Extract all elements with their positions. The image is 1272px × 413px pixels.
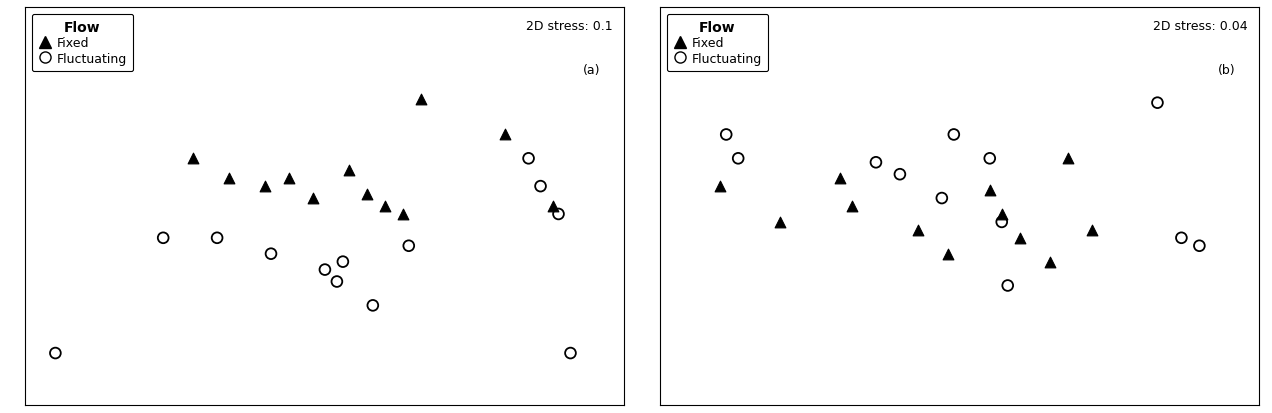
Point — [338, 168, 359, 174]
Point — [303, 195, 323, 202]
Point — [716, 132, 736, 138]
Point — [393, 211, 413, 218]
Text: (b): (b) — [1217, 64, 1235, 77]
Point — [937, 251, 958, 257]
Point — [1147, 100, 1168, 107]
Text: 2D stress: 0.1: 2D stress: 0.1 — [525, 20, 612, 33]
Point — [829, 176, 850, 182]
Point — [375, 203, 396, 210]
Point — [1172, 235, 1192, 242]
Point — [548, 211, 569, 218]
Point — [710, 183, 730, 190]
Point — [889, 171, 909, 178]
Point — [219, 176, 239, 182]
Point — [992, 211, 1013, 218]
Point — [931, 195, 951, 202]
Point — [1010, 235, 1030, 242]
Point — [1081, 227, 1102, 234]
Point — [997, 282, 1018, 289]
Point — [542, 203, 562, 210]
Point — [1057, 156, 1077, 162]
Point — [363, 302, 383, 309]
Point — [254, 183, 275, 190]
Point — [279, 176, 299, 182]
Point — [979, 188, 1000, 194]
Text: 2D stress: 0.04: 2D stress: 0.04 — [1152, 20, 1248, 33]
Point — [153, 235, 173, 242]
Point — [356, 191, 377, 198]
Point — [46, 350, 66, 356]
Point — [314, 267, 335, 273]
Point — [1039, 259, 1060, 265]
Point — [728, 156, 748, 162]
Point — [261, 251, 281, 257]
Point — [944, 132, 964, 138]
Point — [183, 156, 204, 162]
Point — [333, 259, 354, 265]
Point — [530, 183, 551, 190]
Point — [908, 227, 929, 234]
Point — [495, 132, 515, 138]
Point — [207, 235, 228, 242]
Point — [770, 219, 790, 225]
Legend: Fixed, Fluctuating: Fixed, Fluctuating — [667, 14, 768, 72]
Point — [398, 243, 418, 249]
Point — [979, 156, 1000, 162]
Point — [866, 159, 887, 166]
Point — [1189, 243, 1210, 249]
Point — [560, 350, 580, 356]
Point — [519, 156, 539, 162]
Point — [411, 96, 431, 103]
Point — [327, 278, 347, 285]
Point — [992, 219, 1013, 225]
Legend: Fixed, Fluctuating: Fixed, Fluctuating — [32, 14, 134, 72]
Point — [842, 203, 862, 210]
Text: (a): (a) — [583, 64, 600, 77]
